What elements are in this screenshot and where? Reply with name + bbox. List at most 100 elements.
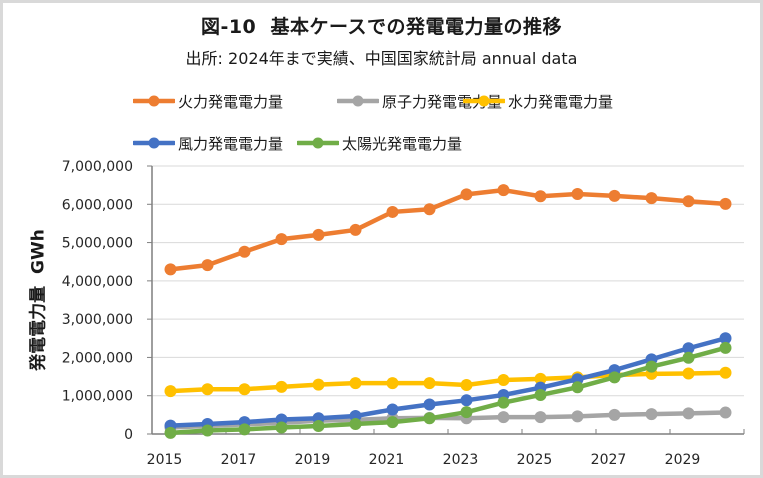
legend-item: 原子力発電電力量 bbox=[337, 91, 502, 111]
legend-item: 太陽光発電電力量 bbox=[297, 133, 462, 153]
data-point bbox=[423, 377, 436, 390]
data-point bbox=[682, 367, 695, 380]
x-tick-label: 2025 bbox=[517, 452, 553, 468]
data-point bbox=[534, 372, 547, 385]
data-point bbox=[386, 403, 399, 416]
y-tick-label: 0 bbox=[124, 427, 133, 443]
x-tick-label: 2019 bbox=[295, 452, 331, 468]
data-point bbox=[571, 187, 584, 200]
y-tick-label: 6,000,000 bbox=[62, 197, 133, 213]
data-point bbox=[312, 228, 325, 241]
legend-marker-icon bbox=[133, 137, 175, 149]
data-point bbox=[386, 205, 399, 218]
legend-label: 水力発電電力量 bbox=[508, 92, 614, 111]
data-point bbox=[460, 188, 473, 201]
legend-label: 太陽光発電電力量 bbox=[342, 134, 463, 153]
data-point bbox=[423, 203, 436, 216]
series-line bbox=[168, 370, 728, 394]
legend-label: 原子力発電電力量 bbox=[382, 92, 503, 111]
data-point bbox=[571, 410, 584, 423]
data-point bbox=[275, 380, 288, 393]
data-point bbox=[460, 406, 473, 419]
data-point bbox=[534, 190, 547, 203]
data-point bbox=[349, 377, 362, 390]
data-point bbox=[386, 416, 399, 429]
legend-marker-icon bbox=[133, 95, 175, 107]
data-point bbox=[497, 374, 510, 387]
data-point bbox=[571, 381, 584, 394]
data-point bbox=[719, 197, 732, 210]
legend-marker-icon bbox=[297, 137, 339, 149]
data-point bbox=[497, 411, 510, 424]
data-point bbox=[201, 383, 214, 396]
data-point bbox=[349, 223, 362, 236]
data-point bbox=[201, 259, 214, 272]
data-point bbox=[164, 385, 177, 398]
data-point bbox=[164, 263, 177, 276]
y-tick-label: 7,000,000 bbox=[62, 159, 133, 175]
data-point bbox=[645, 360, 658, 373]
data-point bbox=[275, 421, 288, 434]
series-line bbox=[168, 410, 728, 430]
x-tick-label: 2017 bbox=[221, 452, 257, 468]
data-point bbox=[719, 366, 732, 379]
data-point bbox=[682, 195, 695, 208]
x-tick-label: 2021 bbox=[369, 452, 405, 468]
data-point bbox=[682, 407, 695, 420]
data-point bbox=[608, 408, 621, 421]
legend-marker-icon bbox=[337, 95, 379, 107]
chart-subtitle: 出所: 2024年まで実績、中国国家統計局 annual data bbox=[185, 49, 578, 68]
data-point bbox=[423, 398, 436, 411]
y-tick-label: 1,000,000 bbox=[62, 389, 133, 405]
data-point bbox=[719, 406, 732, 419]
chart-title: 図-10 基本ケースでの発電電力量の推移 bbox=[200, 16, 563, 38]
series-4 bbox=[164, 341, 732, 439]
data-point bbox=[164, 426, 177, 439]
legend-label: 風力発電電力量 bbox=[178, 134, 284, 153]
data-point bbox=[386, 377, 399, 390]
data-point bbox=[349, 418, 362, 431]
x-tick-label: 2015 bbox=[147, 452, 183, 468]
y-tick-label: 5,000,000 bbox=[62, 236, 133, 252]
legend-item: 水力発電電力量 bbox=[463, 91, 613, 111]
data-point bbox=[719, 341, 732, 354]
y-tick-label: 4,000,000 bbox=[62, 274, 133, 290]
data-point bbox=[460, 378, 473, 391]
data-point bbox=[534, 388, 547, 401]
data-point bbox=[238, 245, 251, 258]
x-tick-label: 2029 bbox=[665, 452, 701, 468]
data-point bbox=[423, 412, 436, 425]
data-point bbox=[645, 408, 658, 421]
x-tick-label: 2027 bbox=[591, 452, 627, 468]
data-point bbox=[608, 371, 621, 384]
data-point bbox=[238, 423, 251, 436]
data-point bbox=[534, 411, 547, 424]
data-point bbox=[201, 424, 214, 437]
legend-label: 火力発電電力量 bbox=[178, 92, 284, 111]
data-point bbox=[238, 383, 251, 396]
data-point bbox=[460, 394, 473, 407]
series-line bbox=[168, 336, 728, 428]
data-point bbox=[497, 184, 510, 197]
x-tick-label: 2023 bbox=[443, 452, 479, 468]
data-point bbox=[312, 419, 325, 432]
data-point bbox=[312, 378, 325, 391]
series-line bbox=[168, 187, 728, 272]
data-point bbox=[645, 192, 658, 205]
y-tick-label: 3,000,000 bbox=[62, 312, 133, 328]
legend-item: 火力発電電力量 bbox=[133, 91, 283, 111]
data-point bbox=[275, 233, 288, 246]
legend-marker-icon bbox=[463, 95, 505, 107]
data-point bbox=[608, 189, 621, 202]
series-2 bbox=[164, 366, 732, 398]
data-point bbox=[719, 332, 732, 345]
data-point bbox=[497, 396, 510, 409]
series-0 bbox=[164, 184, 732, 276]
legend-item: 風力発電電力量 bbox=[133, 133, 283, 153]
series-line bbox=[168, 345, 728, 436]
y-tick-label: 2,000,000 bbox=[62, 350, 133, 366]
data-point bbox=[682, 342, 695, 355]
data-point bbox=[682, 351, 695, 364]
